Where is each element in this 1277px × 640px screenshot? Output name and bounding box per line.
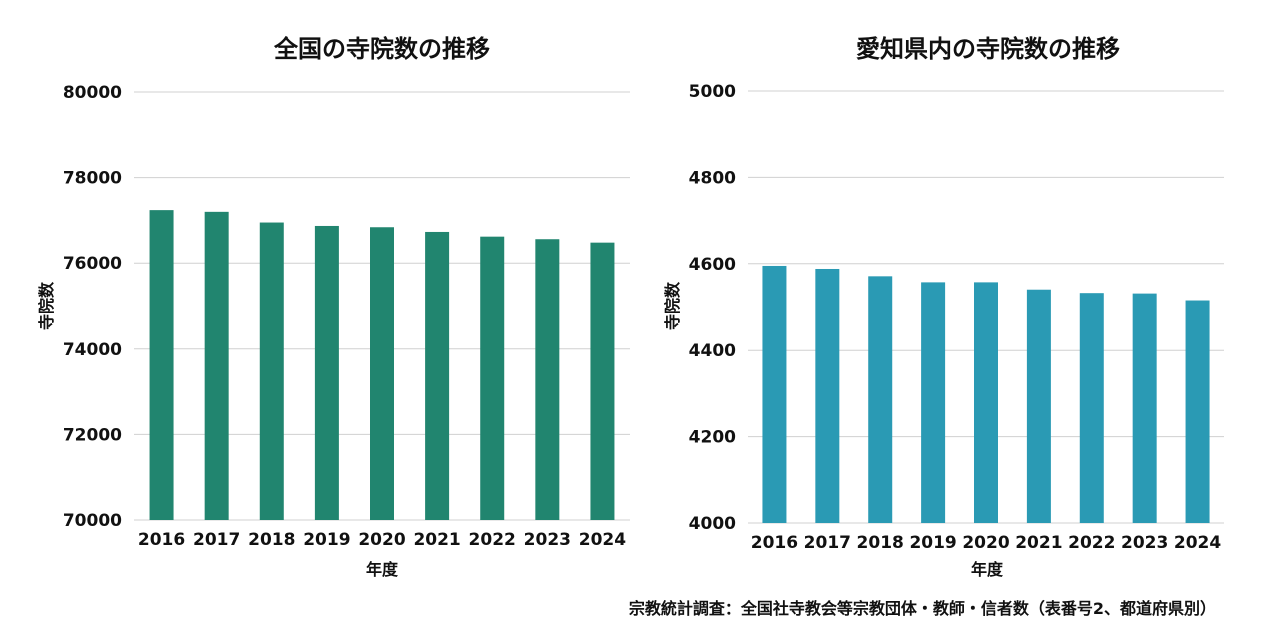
x-tick-label: 2020 — [962, 533, 1009, 553]
x-tick-label: 2017 — [804, 533, 851, 553]
y-tick-label: 5000 — [689, 82, 736, 102]
chart-aichi: 愛知県内の寺院数の推移 寺院数 年度 4000 4200 4400 4600 4800 5… — [663, 35, 1224, 579]
y-tick-label: 78000 — [63, 169, 122, 189]
bar-2022 — [480, 236, 505, 520]
y-tick-label: 4600 — [689, 255, 736, 275]
chart-title: 愛知県内の寺院数の推移 — [856, 35, 1120, 63]
y-tick-label: 76000 — [63, 254, 122, 274]
x-tick-label: 2017 — [193, 530, 240, 550]
source-note: 宗教統計調査：全国社寺教会等宗教団体・教師・信者数（表番号2、都道府県別） — [629, 599, 1216, 618]
bar-2018 — [868, 276, 893, 523]
y-axis-label: 寺院数 — [37, 281, 56, 330]
y-tick-label: 4800 — [689, 168, 736, 188]
y-tick-label: 74000 — [63, 340, 122, 360]
bar-2024 — [590, 242, 615, 520]
x-tick-label: 2016 — [138, 530, 185, 550]
bar-2019 — [314, 225, 339, 521]
x-tick-label: 2018 — [857, 533, 904, 553]
bar-2018 — [259, 222, 284, 521]
x-tick-label: 2019 — [909, 533, 956, 553]
y-tick-label: 70000 — [63, 511, 122, 531]
x-tick-label: 2019 — [303, 530, 350, 550]
chart-title: 全国の寺院数の推移 — [273, 35, 490, 63]
bar-2021 — [1026, 289, 1051, 523]
bar-2023 — [535, 239, 560, 520]
y-axis-label: 寺院数 — [663, 281, 682, 330]
y-tick-label: 4400 — [689, 341, 736, 361]
x-tick-label: 2018 — [248, 530, 295, 550]
y-tick-label: 4000 — [689, 514, 736, 534]
bar-2019 — [921, 282, 946, 523]
y-tick-label: 4200 — [689, 428, 736, 448]
x-tick-label: 2022 — [469, 530, 516, 550]
x-tick-label: 2023 — [1121, 533, 1168, 553]
x-tick-label: 2023 — [524, 530, 571, 550]
x-axis-label: 年度 — [971, 560, 1004, 579]
chart-national: 全国の寺院数の推移 寺院数 年度 70000 72000 74000 76000 780… — [37, 35, 630, 579]
bar-2020 — [370, 227, 394, 521]
x-tick-label: 2021 — [413, 530, 460, 550]
y-tick-label: 80000 — [63, 83, 122, 103]
bar-2016 — [762, 265, 787, 523]
y-tick-label: 72000 — [63, 425, 122, 445]
bar-2016 — [149, 210, 174, 521]
x-tick-label: 2021 — [1015, 533, 1062, 553]
bar-2017 — [204, 211, 229, 520]
bar-2021 — [425, 231, 450, 520]
bar-2017 — [815, 268, 840, 523]
bar-2023 — [1132, 293, 1157, 523]
bar-2022 — [1079, 293, 1104, 523]
x-tick-label: 2024 — [579, 530, 626, 550]
bar-2024 — [1185, 300, 1210, 523]
x-axis-label: 年度 — [366, 560, 399, 579]
bar-2020 — [974, 282, 998, 523]
x-tick-label: 2024 — [1174, 533, 1221, 553]
x-tick-label: 2022 — [1068, 533, 1115, 553]
x-tick-label: 2016 — [751, 533, 798, 553]
x-tick-label: 2020 — [358, 530, 405, 550]
